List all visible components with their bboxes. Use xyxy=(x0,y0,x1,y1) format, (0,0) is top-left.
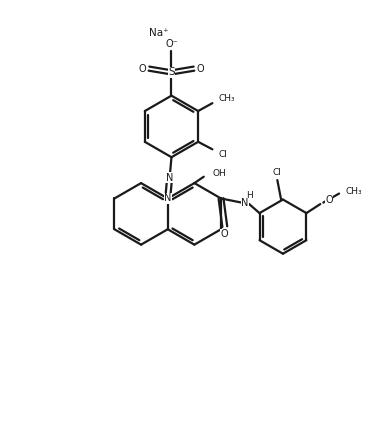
Text: Na⁺: Na⁺ xyxy=(149,28,168,38)
Text: Cl: Cl xyxy=(219,150,228,159)
Text: O: O xyxy=(221,229,229,239)
Text: Cl: Cl xyxy=(273,168,282,177)
Text: H: H xyxy=(246,191,253,200)
Text: N: N xyxy=(164,194,171,204)
Text: O: O xyxy=(197,64,204,74)
Text: O: O xyxy=(139,64,146,74)
Text: CH₃: CH₃ xyxy=(219,94,236,103)
Text: OH: OH xyxy=(212,169,226,178)
Text: N: N xyxy=(166,173,173,183)
Text: CH₃: CH₃ xyxy=(345,187,362,196)
Text: N: N xyxy=(241,198,248,208)
Text: S: S xyxy=(168,68,175,78)
Text: O⁻: O⁻ xyxy=(165,39,178,49)
Text: O: O xyxy=(326,195,333,205)
